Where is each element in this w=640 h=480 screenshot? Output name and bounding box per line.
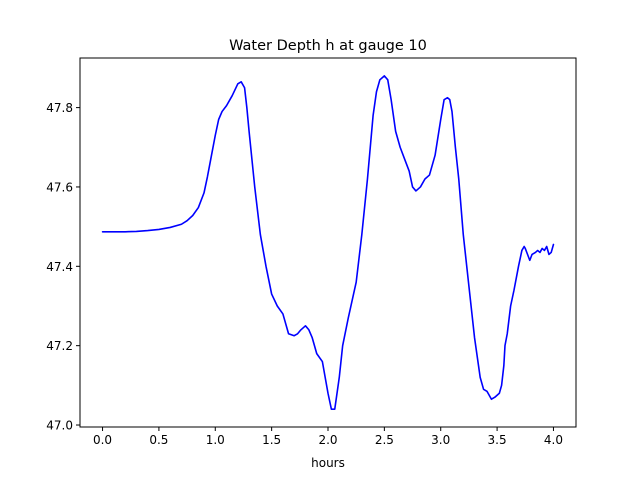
x-tick-label: 3.5 (488, 433, 507, 447)
plot-area (101, 75, 555, 410)
plot-frame (79, 57, 577, 428)
series-line-0 (101, 75, 555, 410)
y-tick-label: 47.0 (46, 419, 73, 433)
y-tick-label: 47.4 (46, 260, 73, 274)
x-tick-label: 1.0 (206, 433, 225, 447)
axes (79, 57, 577, 428)
y-tick-label: 47.8 (46, 101, 73, 115)
x-tick-label: 4.0 (544, 433, 563, 447)
x-axis-ticks: 0.0 0.5 1.0 1.5 2.0 2.5 3.0 3.5 4.0 (93, 427, 563, 447)
x-tick-label: 0.5 (149, 433, 168, 447)
x-tick-label: 1.5 (262, 433, 281, 447)
chart-title: Water Depth h at gauge 10 (229, 38, 427, 54)
x-tick-label: 3.0 (431, 433, 450, 447)
x-tick-label: 2.5 (375, 433, 394, 447)
x-tick-label: 0.0 (93, 433, 112, 447)
y-tick-label: 47.6 (46, 180, 73, 194)
y-axis-ticks: 47.0 47.2 47.4 47.6 47.8 (46, 101, 80, 433)
x-tick-label: 2.0 (318, 433, 337, 447)
y-tick-label: 47.2 (46, 339, 73, 353)
x-axis-label: hours (311, 456, 345, 470)
